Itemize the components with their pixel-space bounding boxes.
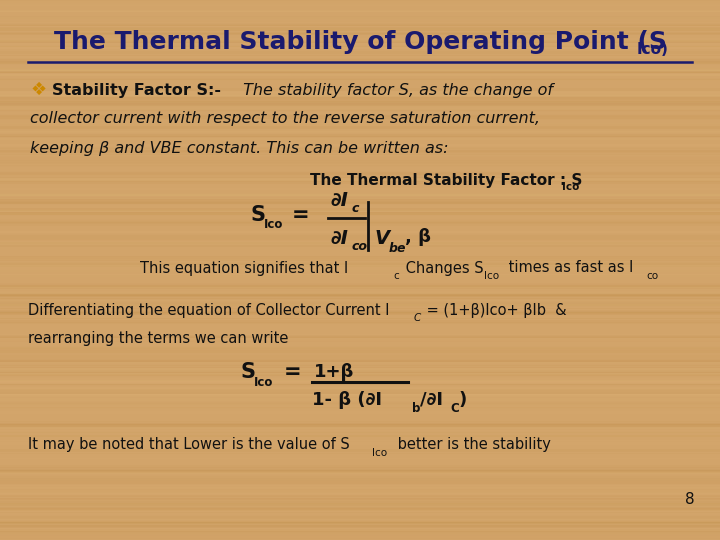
Text: ❖: ❖ — [30, 81, 46, 99]
Text: co: co — [646, 271, 658, 281]
Text: Stability Factor S:-: Stability Factor S:- — [52, 83, 221, 98]
Text: c: c — [393, 271, 399, 281]
Text: ∂I: ∂I — [330, 191, 348, 210]
Text: S: S — [250, 205, 265, 225]
Text: The Thermal Stability of Operating Point (S: The Thermal Stability of Operating Point… — [53, 30, 667, 54]
Text: = (1+β)Ico+ βIb  &: = (1+β)Ico+ βIb & — [422, 302, 567, 318]
Text: 1- β (∂I: 1- β (∂I — [312, 391, 382, 409]
Text: co: co — [352, 240, 368, 253]
Text: =: = — [284, 362, 302, 382]
Text: =: = — [292, 205, 310, 225]
Text: Ico: Ico — [372, 448, 387, 458]
Text: Ico: Ico — [254, 375, 274, 388]
Text: Ico): Ico) — [637, 43, 669, 57]
Text: The stability factor S, as the change of: The stability factor S, as the change of — [238, 83, 553, 98]
Text: keeping β and VBE constant. This can be written as:: keeping β and VBE constant. This can be … — [30, 140, 449, 156]
Text: /∂I: /∂I — [420, 391, 443, 409]
Text: b: b — [412, 402, 420, 415]
Text: collector current with respect to the reverse saturation current,: collector current with respect to the re… — [30, 111, 540, 126]
Text: , β: , β — [405, 228, 431, 246]
Text: Ico: Ico — [264, 219, 284, 232]
Text: C: C — [450, 402, 459, 415]
Text: Ico: Ico — [562, 182, 580, 192]
Text: Differentiating the equation of Collector Current I: Differentiating the equation of Collecto… — [28, 302, 390, 318]
Text: ∂I: ∂I — [330, 228, 348, 247]
Text: Changes S: Changes S — [401, 260, 484, 275]
Text: better is the stability: better is the stability — [393, 437, 551, 453]
Text: V: V — [375, 228, 390, 247]
Text: The Thermal Stability Factor : S: The Thermal Stability Factor : S — [310, 172, 582, 187]
Text: This equation signifies that I: This equation signifies that I — [140, 260, 348, 275]
Text: c: c — [352, 202, 359, 215]
Text: It may be noted that Lower is the value of S: It may be noted that Lower is the value … — [28, 437, 350, 453]
Text: be: be — [389, 241, 407, 254]
Text: 8: 8 — [685, 492, 695, 508]
Text: rearranging the terms we can write: rearranging the terms we can write — [28, 330, 289, 346]
Text: times as fast as I: times as fast as I — [504, 260, 634, 275]
Text: S: S — [240, 362, 255, 382]
Text: 1+β: 1+β — [314, 363, 354, 381]
Text: Ico: Ico — [484, 271, 499, 281]
Text: C: C — [414, 313, 421, 323]
Text: ): ) — [458, 391, 467, 409]
